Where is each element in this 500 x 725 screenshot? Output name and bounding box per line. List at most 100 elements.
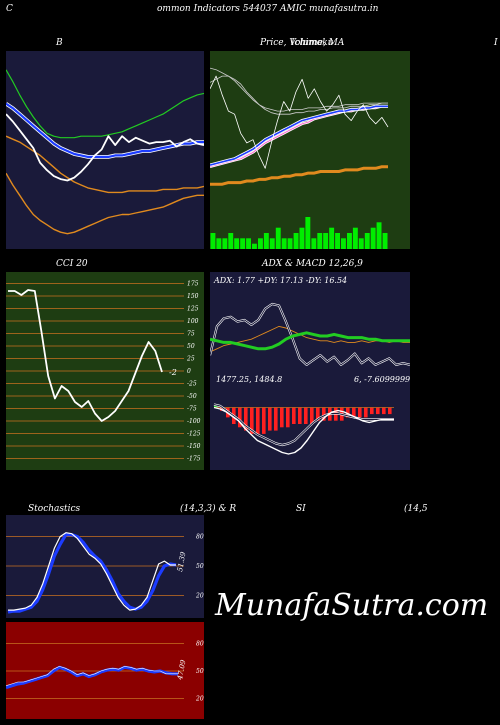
macd-histogram-bar [346,407,350,418]
volume-bar [364,233,370,249]
macd-values-right: 6, -7.6099999999999 [354,375,410,384]
price-close-line [210,75,389,169]
adx-values-text: ADX: 1.77 +DY: 17.13 -DY: 16.54 [214,276,348,285]
price-chart [210,51,410,249]
volume-bar [287,238,293,249]
price-ma-grey-1 [210,67,388,112]
bollinger-chart [6,51,204,249]
macd-histogram-bar [376,407,380,415]
rsi-tick-label: 80 [196,640,204,647]
volume-bar [382,233,388,249]
cci-tick-label: 0 [187,368,191,375]
macd-line [213,406,394,455]
macd-histogram-bar [268,407,272,431]
macd-histogram-bar [274,407,278,431]
volume-bar [299,227,305,249]
right-edge-letter: I [494,38,498,48]
macd-histogram-bar [358,407,362,418]
adx-plus-di [210,303,410,366]
cci-tick-label: -75 [187,406,197,413]
rsi-title: SI [296,504,306,514]
cci-tick-label: -50 [187,393,197,400]
macd-histogram-bar [352,407,356,418]
cci-chart: 175 150 125 100 75 50 25 0 -25 -50 -75 -100 -125 -150… [6,272,204,470]
macd-histogram-bar [238,407,242,428]
rsi-tick-label: 20 [195,696,204,703]
watermark: MunafaSutra.com [215,588,489,623]
macd-histogram-bar [310,407,314,424]
panel-background [6,51,204,249]
rsi-line [6,666,178,686]
macd-histogram-bar [256,407,260,434]
volume-bar [269,238,275,249]
adx-macd-chart [210,272,410,470]
cci-tick-label: -150 [187,443,201,450]
cci-tick-label: 50 [187,343,195,350]
macd-histogram-bar [304,407,308,424]
cci-tick-label: -125 [187,431,201,438]
bb-lower-band-2 [6,172,204,235]
volume-bar [281,238,287,249]
panel-background [210,272,410,470]
price-ma-blue [210,105,388,166]
volume-bar [258,238,263,249]
macd-histogram-bar [280,407,284,428]
rsi-smooth-line [6,665,178,690]
volume-bar [234,238,240,249]
volume-bar [335,233,340,249]
volume-bar [210,233,216,249]
volume-bar [263,233,269,249]
volume-bar [246,238,251,249]
volume-bar [329,227,335,249]
cci-tick-label: -175 [187,456,201,463]
volume-bar [347,233,352,249]
volume-bar [352,227,358,249]
price-title: Price, Volume, MA [260,38,345,48]
volume-bar [341,238,346,249]
cci-tick-label: 100 [187,318,199,325]
macd-histogram-bar [364,407,368,418]
price-title-overlap: Ichimoku [291,38,334,48]
stoch-d-line [7,533,177,614]
bb-price-line [6,113,204,182]
macd-histogram-bar [244,407,248,431]
cci-title: CCI 20 [56,259,88,269]
macd-histogram-bar [262,407,266,434]
macd-values-left: 1477.25, 1484.8 [216,375,283,384]
price-ma-orange [210,165,388,186]
macd-signal-line [213,404,394,446]
bb-middle-band [6,102,204,159]
cci-tick-label: -25 [187,381,197,388]
rsi-chart: 80 50 20 47.09 [6,622,204,719]
bb-upper-band [6,69,204,139]
volume-bar [252,243,257,249]
rsi-tick-label: 50 [196,668,204,675]
bollinger-panel [6,51,204,249]
volume-bar [358,238,364,249]
adx-title: ADX & MACD 12,26,9 [262,259,363,269]
volume-bar [222,238,228,249]
volume-bar [311,238,317,249]
macd-histogram-bar [370,407,374,415]
macd-histogram-bar [298,407,302,424]
macd-histogram-bar [292,407,296,424]
stoch-value-label: 51.39 [176,551,187,573]
volume-bar [305,217,311,249]
cci-value-label: -2 [169,368,177,377]
volume-bar [293,233,299,249]
macd-histogram-bar [250,407,254,434]
stoch-tick-label: 20 [195,592,204,599]
volume-bar [376,222,382,249]
bb-title: B [56,38,63,48]
adx-main-line [210,331,410,351]
panel-background [210,51,410,249]
stochastics-panel: 80 50 20 51.39 [6,515,204,618]
stochastics-chart: 80 50 20 51.39 [6,515,204,618]
rsi-panel: 80 50 20 47.09 [6,622,204,719]
cci-tick-label: 75 [187,331,195,338]
stoch-title: Stochastics [28,504,81,514]
cci-tick-label: 175 [187,281,199,288]
price-panel [210,51,410,249]
rsi-params: (14,5 [404,504,428,514]
cci-line [8,289,163,422]
